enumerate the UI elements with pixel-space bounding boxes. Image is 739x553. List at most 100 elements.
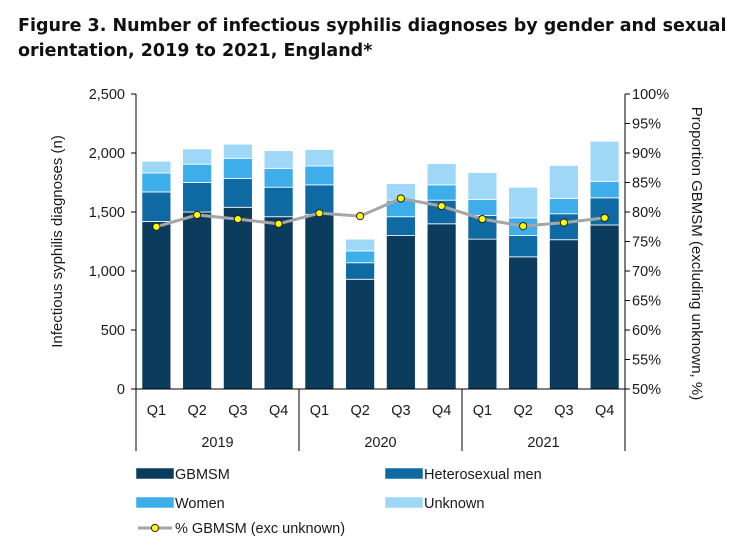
y2-tick-label: 80%	[632, 205, 661, 221]
point-gbmsm-percent-0	[152, 222, 161, 231]
bar-heterosexual-men-6	[385, 216, 416, 237]
x-tick-label: Q3	[228, 403, 247, 419]
legend: GBMSM Heterosexual men Women Unknown % GBMSM…	[135, 467, 542, 537]
y2-axis-title: Proportion GBMSM (excluding unknown, %)	[688, 107, 705, 400]
y2-tick-label: 60%	[632, 323, 661, 339]
bar-gbmsm-1	[182, 211, 213, 390]
bar-heterosexual-men-9	[508, 235, 539, 258]
point-gbmsm-percent-3	[274, 219, 283, 228]
y2-tick-label: 85%	[632, 176, 661, 192]
bar-gbmsm-10	[548, 239, 579, 390]
point-gbmsm-percent-2	[233, 214, 242, 224]
x-tick-label: Q2	[350, 403, 369, 419]
bar-unknown-5	[345, 238, 376, 252]
x-tick-label: Q1	[310, 403, 329, 419]
bar-women-8	[467, 199, 498, 216]
point-gbmsm-percent-5	[356, 212, 365, 221]
group-label: 2020	[364, 435, 396, 451]
legend-label-women: Women	[175, 496, 225, 512]
y2-tick-label: 55%	[632, 353, 661, 369]
bar-unknown-0	[141, 160, 172, 174]
bar-gbmsm-5	[345, 278, 376, 390]
bar-gbmsm-6	[385, 235, 416, 390]
bar-gbmsm-11	[589, 224, 620, 390]
y-tick-label: 2,500	[89, 87, 125, 103]
y-tick-label: 0	[117, 382, 125, 398]
bar-women-5	[345, 250, 376, 264]
bar-gbmsm-8	[467, 238, 498, 390]
y2-tick-label: 90%	[632, 146, 661, 162]
bar-women-4	[304, 165, 335, 186]
point-gbmsm-percent-9	[519, 222, 528, 231]
x-tick-label: Q4	[595, 403, 614, 419]
legend-swatch-unknown	[384, 496, 424, 509]
legend-label-gbmsm: GBMSM	[175, 467, 230, 483]
bar-unknown-1	[182, 148, 213, 165]
axes-layer: 0 500 1,000 1,500 2,000 2,500 50% 55% 60% 65% 70% 7…	[49, 87, 705, 451]
legend-label-unknown: Unknown	[424, 496, 484, 512]
point-gbmsm-percent-8	[478, 214, 487, 224]
y-tick-label: 2,000	[89, 146, 125, 162]
y2-tick-label: 95%	[632, 117, 661, 133]
group-label: 2021	[527, 435, 559, 451]
bar-unknown-7	[426, 163, 457, 186]
bar-women-10	[548, 198, 579, 215]
x-tick-label: Q4	[269, 403, 288, 419]
legend-swatch-marker	[150, 523, 160, 533]
y-axis-title: Infectious syphilis diagnoses (n)	[49, 135, 66, 348]
point-gbmsm-percent-7	[437, 202, 446, 211]
bar-heterosexual-men-5	[345, 262, 376, 280]
bar-unknown-2	[222, 143, 253, 159]
x-tick-label: Q4	[432, 403, 451, 419]
group-label: 2019	[201, 435, 233, 451]
bar-women-11	[589, 180, 620, 199]
y-tick-label: 1,000	[89, 264, 125, 280]
line-gbmsm-percent	[155, 196, 605, 229]
y2-tick-label: 75%	[632, 235, 661, 251]
chart-title: Figure 3. Number of infectious syphilis …	[18, 16, 727, 61]
point-gbmsm-percent-4	[315, 209, 324, 218]
x-tick-label: Q2	[513, 403, 532, 419]
bar-gbmsm-0	[141, 221, 172, 390]
point-gbmsm-percent-6	[396, 194, 405, 203]
bar-gbmsm-7	[426, 223, 457, 390]
bar-heterosexual-men-0	[141, 191, 172, 222]
bar-heterosexual-men-10	[548, 213, 579, 241]
y-tick-label: 1,500	[89, 205, 125, 221]
legend-swatch-heterosexual-men	[384, 467, 424, 480]
bar-women-7	[426, 184, 457, 201]
bar-gbmsm-3	[263, 216, 294, 390]
line-layer	[152, 194, 609, 231]
x-tick-label: Q2	[187, 403, 206, 419]
bar-heterosexual-men-2	[222, 177, 253, 208]
legend-label-line: % GBMSM (exc unknown)	[175, 521, 345, 537]
legend-swatch-gbmsm	[135, 467, 175, 480]
bar-gbmsm-4	[304, 213, 335, 390]
y2-tick-label: 70%	[632, 264, 661, 280]
point-gbmsm-percent-10	[559, 218, 568, 227]
y-tick-label: 500	[101, 323, 125, 339]
bar-heterosexual-men-3	[263, 186, 294, 218]
y2-tick-label: 50%	[632, 382, 661, 398]
legend-label-heterosexual-men: Heterosexual men	[424, 467, 542, 483]
x-tick-label: Q3	[554, 403, 573, 419]
bar-gbmsm-2	[222, 206, 253, 390]
bar-women-1	[182, 163, 213, 183]
y2-tick-label: 100%	[632, 87, 669, 103]
point-gbmsm-percent-11	[600, 213, 609, 222]
y2-tick-label: 65%	[632, 294, 661, 310]
legend-swatch-women	[135, 496, 175, 509]
x-tick-label: Q3	[391, 403, 410, 419]
bar-gbmsm-9	[508, 256, 539, 390]
bar-unknown-3	[263, 150, 294, 169]
bar-unknown-11	[589, 140, 620, 182]
bar-heterosexual-men-1	[182, 182, 213, 213]
bar-women-0	[141, 172, 172, 193]
bar-unknown-10	[548, 164, 579, 199]
x-tick-label: Q1	[473, 403, 492, 419]
bar-layer	[141, 140, 620, 390]
bar-women-2	[222, 157, 253, 179]
bar-women-3	[263, 167, 294, 188]
x-tick-label: Q1	[147, 403, 166, 419]
